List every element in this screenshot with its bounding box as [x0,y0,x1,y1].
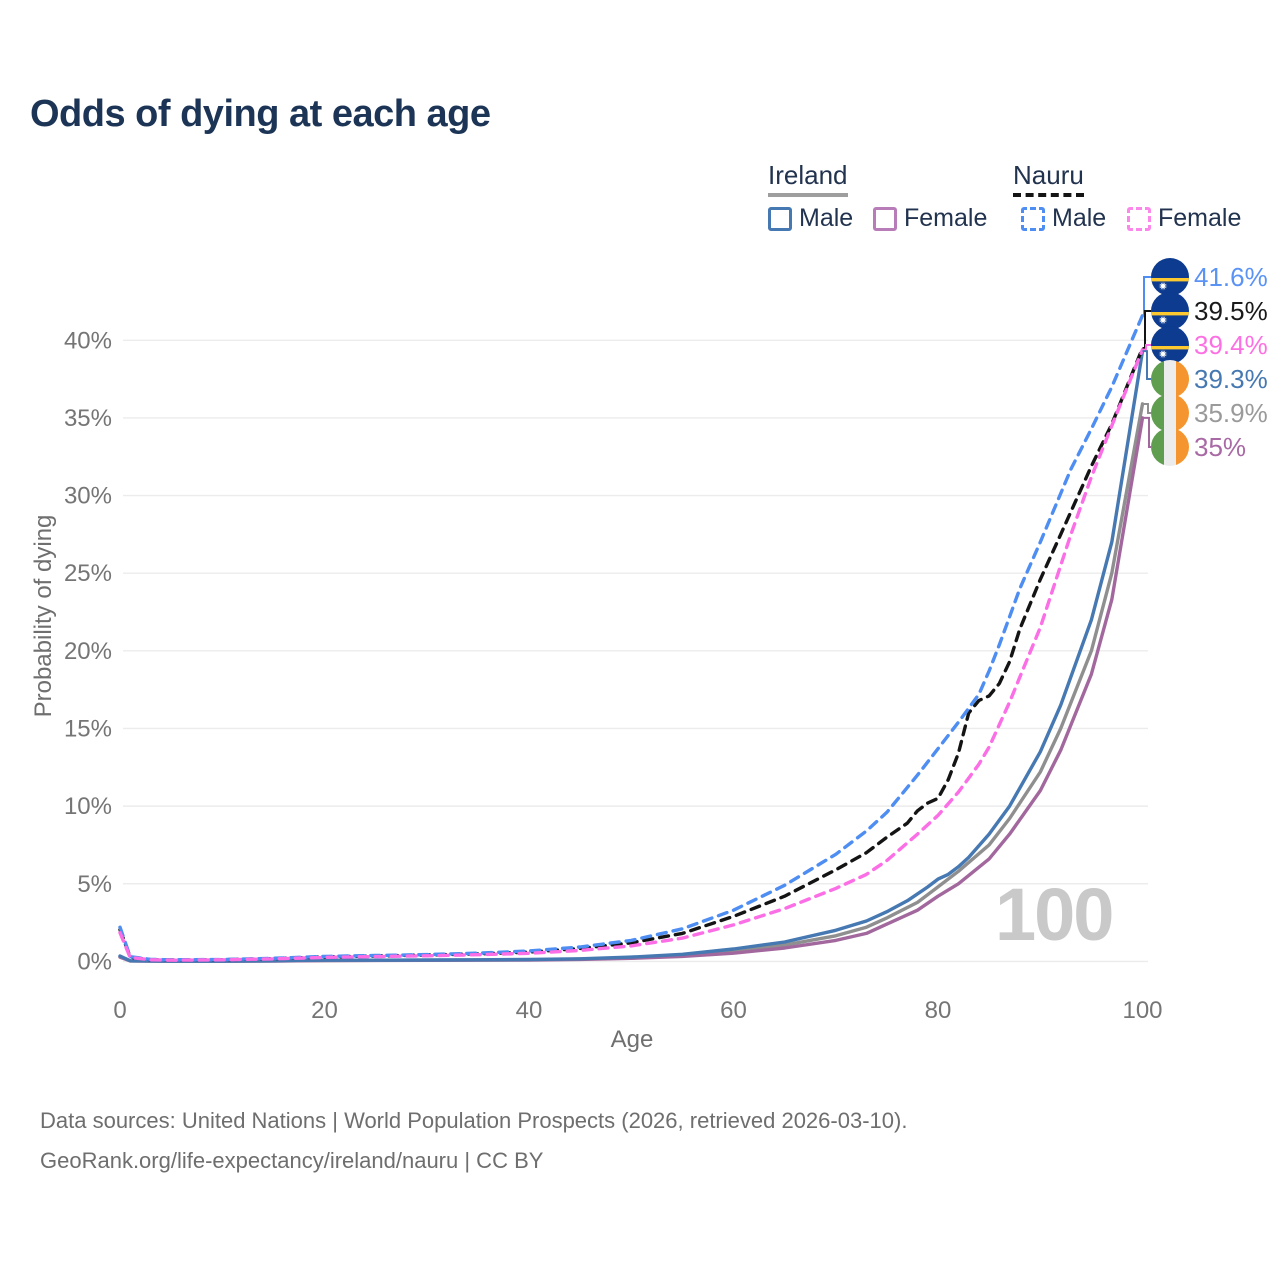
series-line-nauru-female[interactable] [118,347,1145,962]
nauru-flag-icon [1151,326,1189,364]
end-label-nauru-all: 39.5% [1151,292,1268,330]
end-label-value: 41.6% [1194,261,1268,292]
x-tick-label: 40 [516,997,543,1024]
series-line-nauru-all[interactable] [118,346,1145,962]
end-label-value: 39.3% [1194,363,1268,394]
end-label-leader-ireland-male [1142,350,1151,380]
end-label-value: 35% [1194,431,1247,462]
y-tick-label: 5% [77,871,112,898]
chart-title: Odds of dying at each age [30,93,491,135]
nauru-female-checkbox[interactable] [1127,206,1151,231]
end-label-leader-nauru-all [1142,310,1151,350]
end-label-value: 39.5% [1194,295,1268,326]
end-label-ireland-all: 35.9% [1151,394,1268,432]
nauru-female-label: Female [1158,204,1242,232]
y-tick-label: 15% [64,715,112,742]
y-tick-label: 35% [64,405,112,432]
x-tick-label: 0 [113,997,126,1024]
end-label-ireland-male: 39.3% [1151,360,1268,398]
y-tick-label: 10% [64,793,112,820]
series-line-ireland-all[interactable] [118,402,1145,963]
x-tick-label: 100 [1122,997,1162,1024]
hovered-age-watermark: 100 [995,873,1114,956]
data-source-line: Data sources: United Nations | World Pop… [40,1108,908,1133]
legend-item-ireland-male[interactable]: Male [768,204,853,233]
nauru-male-label: Male [1052,204,1107,232]
end-label-value: 39.4% [1194,329,1268,360]
ireland-male-label: Male [799,204,854,232]
x-tick-label: 60 [720,997,747,1024]
ireland-female-label: Female [904,204,988,232]
end-label-leader-ireland-all [1142,402,1151,414]
legend-item-nauru-female[interactable]: Female [1127,204,1241,233]
end-label-ireland-female: 35% [1151,428,1246,466]
ireland-flag-icon [1151,428,1189,466]
series-line-nauru-male[interactable] [118,313,1145,962]
ireland-male-checkbox[interactable] [768,206,792,231]
ireland-flag-icon [1151,394,1189,432]
nauru-flag-icon [1151,258,1189,296]
legend-group-ireland[interactable]: Ireland [768,160,848,197]
legend-item-ireland-female[interactable]: Female [873,204,987,233]
y-tick-label: 20% [64,638,112,665]
legend-group-nauru[interactable]: Nauru [1013,160,1084,197]
ireland-flag-icon [1151,360,1189,398]
x-axis-title: Age [610,1026,654,1053]
nauru-flag-icon [1151,292,1189,330]
y-tick-label: 25% [64,560,112,587]
end-label-nauru-female: 39.4% [1151,326,1268,364]
series-line-ireland-male[interactable] [118,349,1145,963]
end-label-leader-ireland-female [1142,416,1151,448]
y-tick-label: 0% [77,948,112,975]
series-line-ireland-female[interactable] [118,416,1145,963]
x-tick-label: 80 [925,997,952,1024]
attribution-line: GeoRank.org/life-expectancy/ireland/naur… [40,1148,544,1173]
y-axis-title: Probability of dying [30,514,57,718]
nauru-male-checkbox[interactable] [1021,206,1045,231]
legend-item-nauru-male[interactable]: Male [1021,204,1106,233]
end-label-leader-nauru-female [1142,344,1151,351]
end-label-nauru-male: 41.6% [1151,258,1268,296]
y-tick-label: 30% [64,483,112,510]
y-tick-label: 40% [64,327,112,354]
legend-group-ireland-label: Ireland [768,160,848,190]
end-label-leader-nauru-male [1142,276,1151,317]
end-label-value: 35.9% [1194,397,1268,428]
ireland-female-checkbox[interactable] [873,206,897,231]
legend-group-nauru-label: Nauru [1013,160,1084,190]
x-tick-label: 20 [311,997,338,1024]
